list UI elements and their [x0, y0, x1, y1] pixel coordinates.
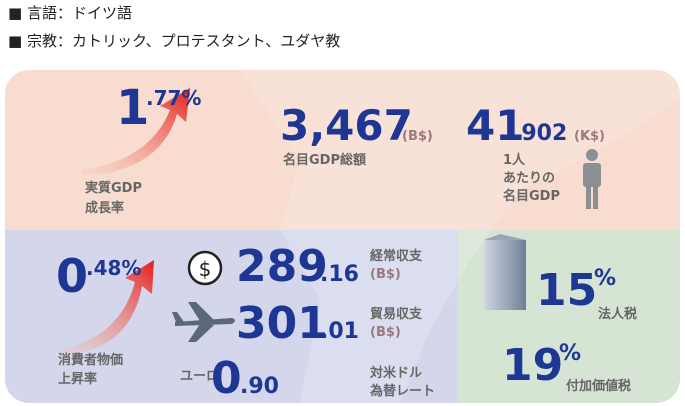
label: 対米ドル	[369, 365, 422, 381]
person-icon	[583, 149, 601, 209]
plane-icon	[172, 302, 235, 342]
coin-symbol: $	[199, 257, 212, 281]
growth-integer: 1	[116, 80, 149, 136]
label: 実質GDP	[85, 180, 142, 196]
ca-integer: 289	[236, 241, 328, 292]
label: 貿易収支	[370, 306, 423, 322]
arrow	[82, 88, 190, 176]
cpi-integer: 0	[56, 249, 88, 303]
growth-decimal: .77%	[146, 86, 201, 110]
panel-top	[5, 70, 680, 230]
label: 消費者物価	[58, 352, 123, 368]
label: 名目GDP総額	[283, 152, 366, 168]
per-capita-decimal: .902	[513, 121, 567, 146]
label: 名目GDP	[503, 188, 560, 204]
currency: ユーロ	[180, 369, 219, 384]
label: 上昇率	[58, 371, 97, 387]
coin-icon	[187, 250, 223, 286]
unit: (B$)	[402, 129, 433, 144]
unit: (K$)	[574, 129, 605, 144]
label: 成長率	[85, 200, 124, 216]
per-capita-integer: 41	[466, 101, 524, 150]
gdp-value: 3,467	[280, 101, 413, 150]
label: 付加価値税	[566, 378, 631, 394]
cpi-decimal: .48%	[86, 256, 141, 280]
ca-decimal: .16	[320, 262, 359, 287]
tax-value: 15	[536, 265, 597, 316]
fx-integer: 0	[211, 353, 242, 404]
vat-value: 19	[502, 340, 563, 391]
fx-decimal: .90	[240, 374, 279, 399]
building-icon	[484, 240, 526, 310]
label: 為替レート	[370, 383, 435, 399]
map-shape	[240, 70, 680, 403]
label: あたりの	[503, 171, 555, 186]
label: 法人税	[598, 306, 637, 322]
unit: (B$)	[370, 267, 401, 282]
building-roof	[484, 234, 526, 240]
label: 経常収支	[370, 248, 423, 264]
unit: (B$)	[370, 325, 401, 340]
panel-bottom-left	[5, 230, 458, 403]
panels	[5, 70, 680, 403]
religion: ■ 宗教：カトリック、プロテスタント、ユダヤ教	[8, 32, 340, 50]
arrow	[58, 260, 154, 356]
tb-decimal: .01	[320, 319, 359, 344]
tax-unit: %	[594, 266, 616, 291]
vat-unit: %	[559, 341, 581, 366]
label: 1人	[503, 152, 526, 168]
language: ■ 言語：ドイツ語	[8, 4, 132, 22]
tb-integer: 301	[236, 298, 328, 349]
